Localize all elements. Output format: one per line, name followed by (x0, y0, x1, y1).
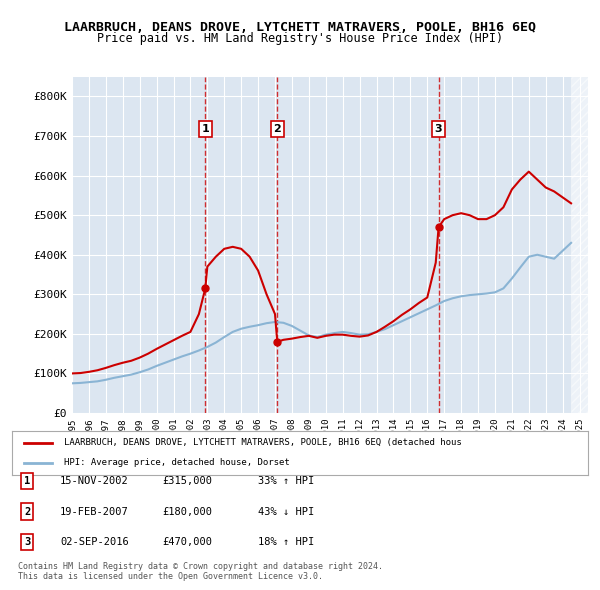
Text: 19-FEB-2007: 19-FEB-2007 (60, 507, 129, 516)
Text: Price paid vs. HM Land Registry's House Price Index (HPI): Price paid vs. HM Land Registry's House … (97, 32, 503, 45)
Text: 33% ↑ HPI: 33% ↑ HPI (258, 476, 314, 486)
Text: £470,000: £470,000 (162, 537, 212, 547)
Text: 1: 1 (202, 124, 209, 134)
Text: 3: 3 (24, 537, 30, 547)
Text: 18% ↑ HPI: 18% ↑ HPI (258, 537, 314, 547)
Text: 2: 2 (24, 507, 30, 516)
Text: LAARBRUCH, DEANS DROVE, LYTCHETT MATRAVERS, POOLE, BH16 6EQ (detached hous: LAARBRUCH, DEANS DROVE, LYTCHETT MATRAVE… (64, 438, 461, 447)
Text: £180,000: £180,000 (162, 507, 212, 516)
Text: 2: 2 (274, 124, 281, 134)
Text: 1: 1 (24, 476, 30, 486)
Text: 02-SEP-2016: 02-SEP-2016 (60, 537, 129, 547)
Text: £315,000: £315,000 (162, 476, 212, 486)
Text: 3: 3 (435, 124, 442, 134)
Text: 43% ↓ HPI: 43% ↓ HPI (258, 507, 314, 516)
Text: HPI: Average price, detached house, Dorset: HPI: Average price, detached house, Dors… (64, 458, 290, 467)
Bar (571, 77, 588, 413)
Text: Contains HM Land Registry data © Crown copyright and database right 2024.
This d: Contains HM Land Registry data © Crown c… (18, 562, 383, 581)
Text: 15-NOV-2002: 15-NOV-2002 (60, 476, 129, 486)
Text: LAARBRUCH, DEANS DROVE, LYTCHETT MATRAVERS, POOLE, BH16 6EQ: LAARBRUCH, DEANS DROVE, LYTCHETT MATRAVE… (64, 21, 536, 34)
